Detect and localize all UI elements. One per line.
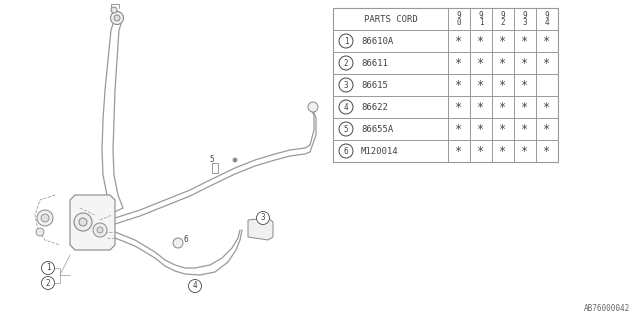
Circle shape [74, 213, 92, 231]
Circle shape [79, 218, 87, 226]
Text: *: * [456, 35, 463, 47]
Text: 86611: 86611 [361, 59, 388, 68]
Text: 4: 4 [344, 102, 348, 111]
Text: *: * [456, 123, 463, 135]
Text: *: * [477, 78, 484, 92]
Text: *: * [499, 35, 507, 47]
Circle shape [37, 210, 53, 226]
Text: *: * [522, 78, 529, 92]
Circle shape [189, 279, 202, 292]
Text: *: * [456, 145, 463, 157]
Circle shape [111, 7, 117, 13]
Text: *: * [456, 57, 463, 69]
Text: *: * [522, 57, 529, 69]
Text: 9
4: 9 4 [545, 11, 549, 28]
Circle shape [339, 78, 353, 92]
Text: *: * [477, 145, 484, 157]
Text: 1: 1 [45, 263, 51, 273]
Text: 9
2: 9 2 [500, 11, 506, 28]
Text: *: * [543, 123, 550, 135]
Text: *: * [477, 123, 484, 135]
Text: *: * [499, 100, 507, 114]
Text: 6: 6 [184, 236, 188, 244]
Circle shape [339, 100, 353, 114]
Text: 86610A: 86610A [361, 36, 393, 45]
Text: 86615: 86615 [361, 81, 388, 90]
Text: *: * [543, 145, 550, 157]
Circle shape [114, 15, 120, 21]
Text: 86622: 86622 [361, 102, 388, 111]
Text: *: * [543, 100, 550, 114]
Text: PARTS CORD: PARTS CORD [364, 14, 417, 23]
Circle shape [42, 276, 54, 290]
Text: *: * [543, 35, 550, 47]
Circle shape [41, 214, 49, 222]
Circle shape [233, 158, 237, 162]
Text: *: * [499, 123, 507, 135]
Text: *: * [522, 145, 529, 157]
Circle shape [97, 227, 103, 233]
Text: 2: 2 [45, 278, 51, 287]
Text: 9
1: 9 1 [479, 11, 483, 28]
Text: *: * [522, 123, 529, 135]
Text: *: * [522, 100, 529, 114]
Text: *: * [499, 78, 507, 92]
Polygon shape [248, 218, 273, 240]
Text: 86655A: 86655A [361, 124, 393, 133]
Text: 5: 5 [344, 124, 348, 133]
Text: 6: 6 [344, 147, 348, 156]
Circle shape [339, 122, 353, 136]
Text: 9
0: 9 0 [457, 11, 461, 28]
Text: *: * [499, 57, 507, 69]
Text: *: * [477, 35, 484, 47]
Circle shape [339, 56, 353, 70]
Text: 1: 1 [344, 36, 348, 45]
Text: *: * [543, 57, 550, 69]
Text: 4: 4 [193, 282, 197, 291]
Circle shape [257, 212, 269, 225]
Text: 3: 3 [260, 213, 266, 222]
Circle shape [111, 12, 124, 25]
Polygon shape [70, 195, 115, 250]
Circle shape [42, 261, 54, 275]
Circle shape [339, 144, 353, 158]
Circle shape [93, 223, 107, 237]
Text: *: * [477, 100, 484, 114]
Circle shape [36, 228, 44, 236]
Text: 2: 2 [344, 59, 348, 68]
Circle shape [339, 34, 353, 48]
Text: M120014: M120014 [361, 147, 399, 156]
Text: *: * [477, 57, 484, 69]
Circle shape [308, 102, 318, 112]
Text: *: * [456, 78, 463, 92]
Text: AB76000042: AB76000042 [584, 304, 630, 313]
Text: *: * [456, 100, 463, 114]
Text: 3: 3 [344, 81, 348, 90]
Circle shape [173, 238, 183, 248]
Bar [333, 8, 558, 162]
Text: 5: 5 [210, 156, 214, 164]
Text: *: * [522, 35, 529, 47]
Text: 9
3: 9 3 [523, 11, 527, 28]
Text: *: * [499, 145, 507, 157]
